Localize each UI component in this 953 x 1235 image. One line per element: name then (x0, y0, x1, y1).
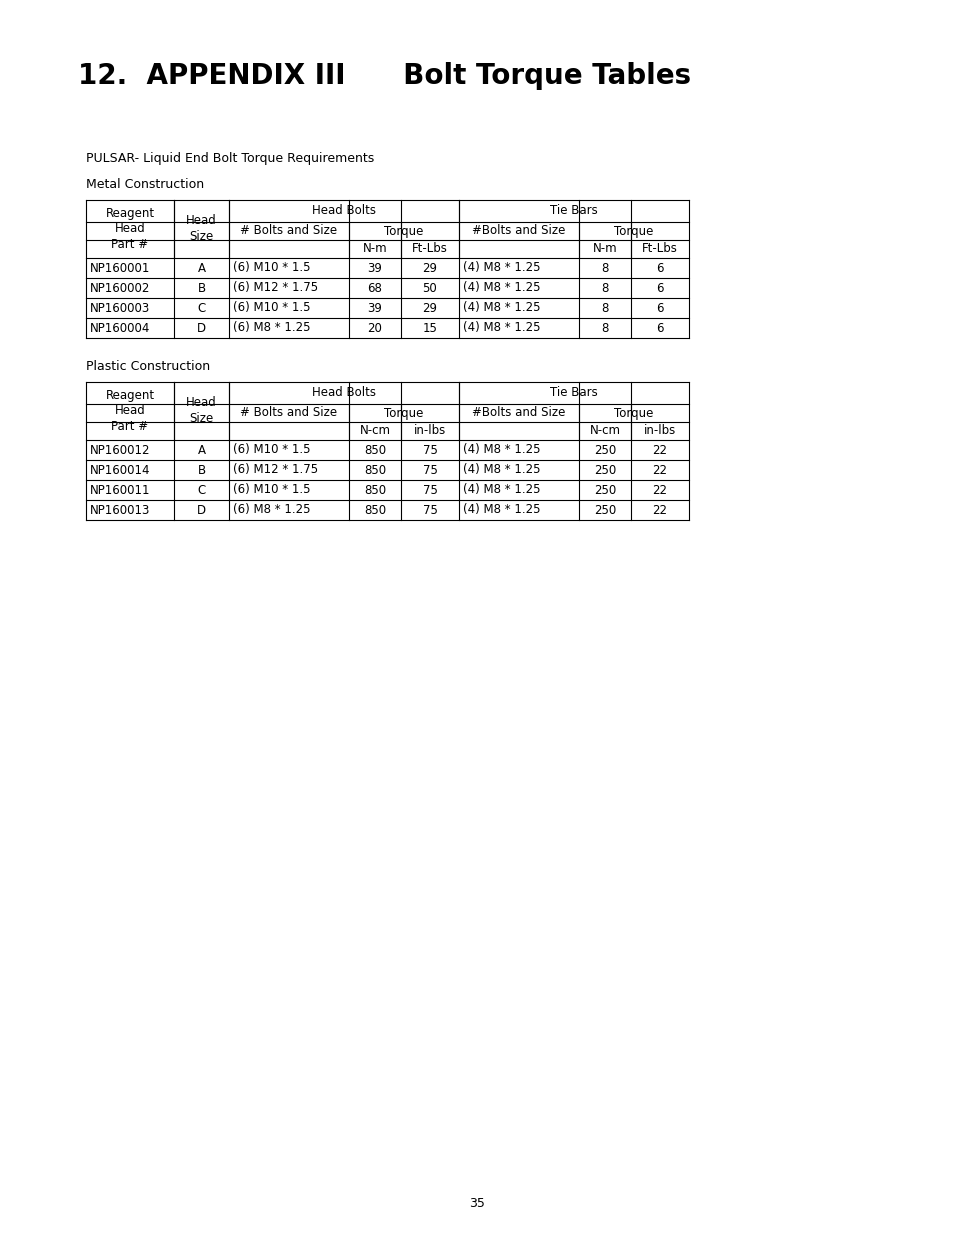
Text: #Bolts and Size: #Bolts and Size (472, 406, 565, 420)
Text: Torque: Torque (384, 225, 423, 237)
Text: (6) M12 * 1.75: (6) M12 * 1.75 (233, 282, 317, 294)
Text: 8: 8 (600, 321, 608, 335)
Text: Metal Construction: Metal Construction (86, 178, 204, 191)
Text: A: A (197, 443, 205, 457)
Text: N-cm: N-cm (589, 425, 619, 437)
Text: Tie Bars: Tie Bars (550, 205, 598, 217)
Text: 50: 50 (422, 282, 436, 294)
Text: Tie Bars: Tie Bars (550, 387, 598, 399)
Text: 75: 75 (422, 504, 437, 516)
Text: 15: 15 (422, 321, 437, 335)
Text: 75: 75 (422, 443, 437, 457)
Text: 6: 6 (656, 262, 663, 274)
Text: 22: 22 (652, 463, 667, 477)
Text: Torque: Torque (614, 406, 653, 420)
Text: Plastic Construction: Plastic Construction (86, 359, 210, 373)
Text: 8: 8 (600, 262, 608, 274)
Text: 22: 22 (652, 443, 667, 457)
Text: 8: 8 (600, 282, 608, 294)
Text: NP160011: NP160011 (90, 483, 151, 496)
Text: PULSAR- Liquid End Bolt Torque Requirements: PULSAR- Liquid End Bolt Torque Requireme… (86, 152, 374, 165)
Text: NP160001: NP160001 (90, 262, 151, 274)
Text: N-m: N-m (592, 242, 617, 256)
Text: (4) M8 * 1.25: (4) M8 * 1.25 (462, 443, 540, 457)
Text: 850: 850 (363, 463, 386, 477)
Text: # Bolts and Size: # Bolts and Size (240, 406, 337, 420)
Text: 6: 6 (656, 282, 663, 294)
Text: (6) M10 * 1.5: (6) M10 * 1.5 (233, 262, 310, 274)
Text: (4) M8 * 1.25: (4) M8 * 1.25 (462, 504, 540, 516)
Text: N-cm: N-cm (359, 425, 390, 437)
Text: #Bolts and Size: #Bolts and Size (472, 225, 565, 237)
Text: (4) M8 * 1.25: (4) M8 * 1.25 (462, 463, 540, 477)
Text: 6: 6 (656, 321, 663, 335)
Text: Ft-Lbs: Ft-Lbs (412, 242, 448, 256)
Text: 29: 29 (422, 301, 437, 315)
Text: 75: 75 (422, 483, 437, 496)
Text: NP160013: NP160013 (90, 504, 151, 516)
Text: Head
Size: Head Size (186, 215, 216, 243)
Text: (6) M10 * 1.5: (6) M10 * 1.5 (233, 483, 310, 496)
Text: 75: 75 (422, 463, 437, 477)
Text: 250: 250 (594, 483, 616, 496)
Text: (6) M10 * 1.5: (6) M10 * 1.5 (233, 443, 310, 457)
Text: 8: 8 (600, 301, 608, 315)
Text: # Bolts and Size: # Bolts and Size (240, 225, 337, 237)
Text: NP160003: NP160003 (90, 301, 150, 315)
Text: A: A (197, 262, 205, 274)
Text: 250: 250 (594, 504, 616, 516)
Text: Reagent
Head
Part #: Reagent Head Part # (106, 206, 154, 252)
Text: 68: 68 (367, 282, 382, 294)
Text: C: C (197, 301, 206, 315)
Text: NP160004: NP160004 (90, 321, 151, 335)
Text: Ft-Lbs: Ft-Lbs (641, 242, 678, 256)
Text: 29: 29 (422, 262, 437, 274)
Text: 22: 22 (652, 504, 667, 516)
Text: (4) M8 * 1.25: (4) M8 * 1.25 (462, 262, 540, 274)
Text: NP160012: NP160012 (90, 443, 151, 457)
Text: N-m: N-m (362, 242, 387, 256)
Text: Head Bolts: Head Bolts (312, 205, 375, 217)
Text: Torque: Torque (384, 406, 423, 420)
Text: 12.  APPENDIX III      Bolt Torque Tables: 12. APPENDIX III Bolt Torque Tables (78, 62, 690, 90)
Text: NP160014: NP160014 (90, 463, 151, 477)
Text: (4) M8 * 1.25: (4) M8 * 1.25 (462, 282, 540, 294)
Text: in-lbs: in-lbs (414, 425, 446, 437)
Text: 850: 850 (363, 483, 386, 496)
Text: Head
Size: Head Size (186, 396, 216, 426)
Text: 35: 35 (469, 1197, 484, 1210)
Text: 39: 39 (367, 301, 382, 315)
Text: 6: 6 (656, 301, 663, 315)
Text: (4) M8 * 1.25: (4) M8 * 1.25 (462, 301, 540, 315)
Text: 20: 20 (367, 321, 382, 335)
Text: Reagent
Head
Part #: Reagent Head Part # (106, 389, 154, 433)
Text: B: B (197, 463, 205, 477)
Text: (6) M10 * 1.5: (6) M10 * 1.5 (233, 301, 310, 315)
Text: in-lbs: in-lbs (643, 425, 676, 437)
Text: (6) M12 * 1.75: (6) M12 * 1.75 (233, 463, 317, 477)
Text: 850: 850 (363, 504, 386, 516)
Text: 22: 22 (652, 483, 667, 496)
Text: (4) M8 * 1.25: (4) M8 * 1.25 (462, 483, 540, 496)
Text: NP160002: NP160002 (90, 282, 151, 294)
Text: (6) M8 * 1.25: (6) M8 * 1.25 (233, 504, 310, 516)
Text: 850: 850 (363, 443, 386, 457)
Text: B: B (197, 282, 205, 294)
Text: C: C (197, 483, 206, 496)
Text: 39: 39 (367, 262, 382, 274)
Text: 250: 250 (594, 463, 616, 477)
Text: Torque: Torque (614, 225, 653, 237)
Text: 250: 250 (594, 443, 616, 457)
Text: D: D (196, 504, 206, 516)
Text: (6) M8 * 1.25: (6) M8 * 1.25 (233, 321, 310, 335)
Text: D: D (196, 321, 206, 335)
Text: Head Bolts: Head Bolts (312, 387, 375, 399)
Text: (4) M8 * 1.25: (4) M8 * 1.25 (462, 321, 540, 335)
